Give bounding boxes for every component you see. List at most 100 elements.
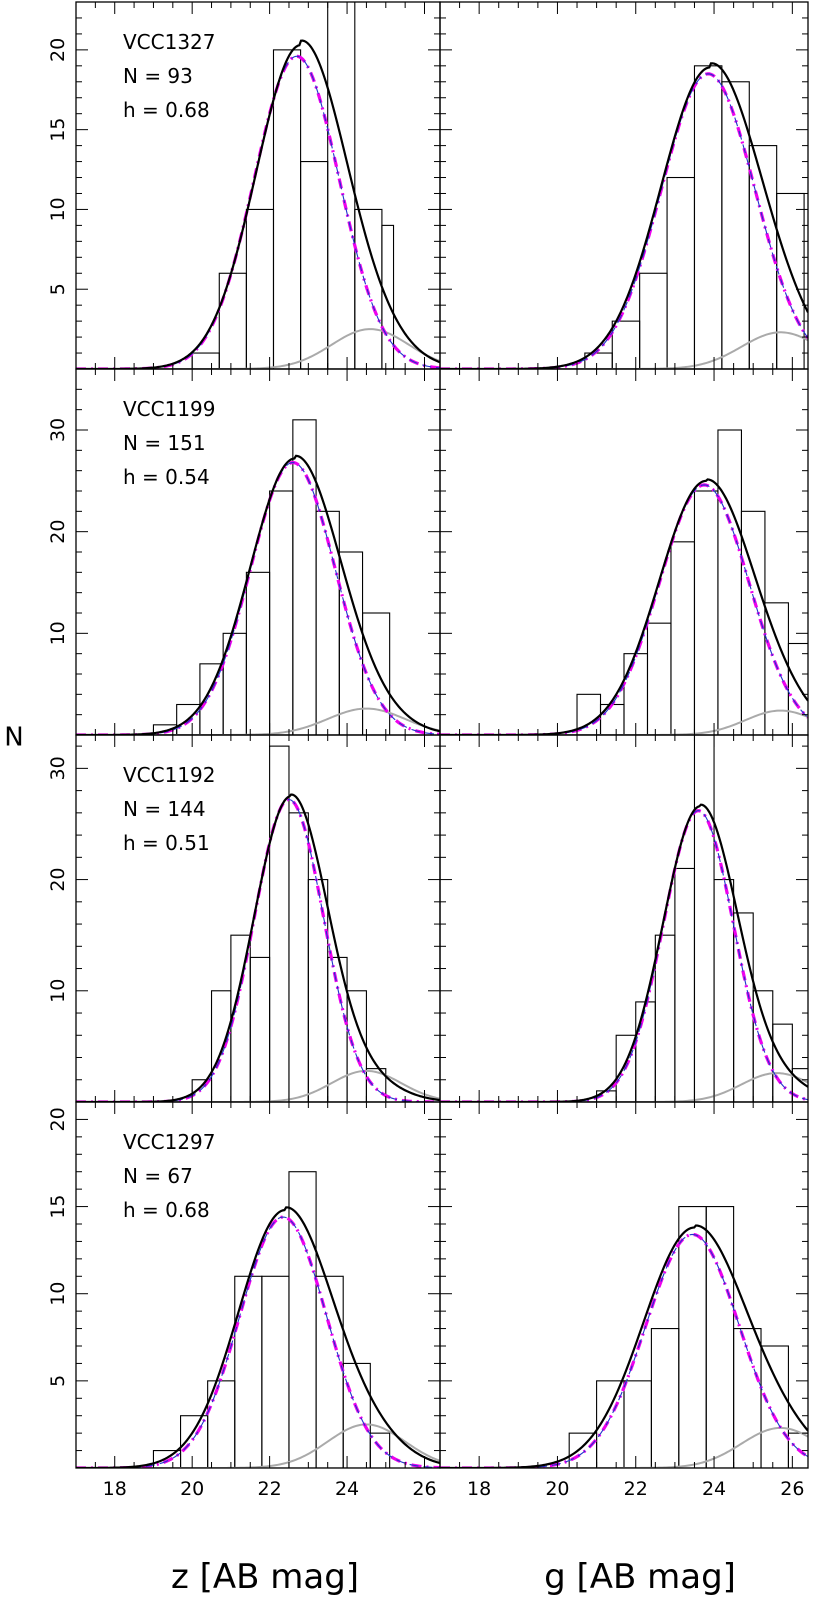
h-label: h = 0.54 (123, 465, 210, 489)
histogram-bar (776, 192, 805, 369)
histogram-bar (693, 735, 715, 1102)
y-tick-label: 10 (47, 1282, 69, 1306)
y-tick-label: 10 (47, 621, 69, 645)
total-fit-curve (440, 803, 808, 1102)
y-tick-label: 30 (47, 756, 69, 780)
n-label: N = 67 (123, 1164, 193, 1188)
y-tick-label: 15 (47, 1194, 69, 1218)
histogram-bar (670, 541, 696, 735)
histogram-bar (693, 65, 723, 369)
histogram-bar (678, 1206, 707, 1468)
x-tick-label: 24 (702, 1478, 726, 1500)
histogram-bar (369, 1432, 391, 1468)
panel-z-2: 10 20 30 VCC1199 N = 151 h = 0.54 (47, 368, 441, 736)
histogram-bar (674, 867, 696, 1102)
total-fit-curve (76, 454, 440, 735)
histogram-bar (249, 956, 271, 1102)
histogram-bar (261, 1275, 290, 1468)
panel-frame (75, 734, 441, 1103)
plot-area (76, 1171, 440, 1468)
plot-area (440, 735, 808, 1102)
y-tick-label: 20 (47, 520, 69, 544)
histogram-bar (245, 571, 271, 735)
histogram-bar (650, 1328, 680, 1468)
histogram-bar (245, 208, 275, 369)
histogram-bar (705, 1206, 735, 1468)
histogram-bar (288, 1171, 317, 1468)
panel-g-4: 18 20 22 24 26 (439, 1101, 809, 1500)
total-fit-curve (76, 1206, 440, 1468)
panel-g-2 (439, 368, 809, 736)
histogram-bar (210, 990, 232, 1102)
panel-g-3 (439, 734, 809, 1103)
histogram-bar (760, 1345, 789, 1468)
histogram-bar (599, 703, 625, 735)
histogram-bar (342, 1362, 371, 1468)
histogram-bar (666, 176, 696, 369)
histogram-bar (292, 419, 317, 735)
plot-area (76, 2, 440, 369)
x-axis-label-left: z [AB mag] (171, 1557, 359, 1597)
panel-g-1 (439, 1, 809, 370)
y-tick-label: 20 (47, 38, 69, 62)
histogram-bar (623, 1380, 652, 1468)
x-tick-label: 22 (624, 1478, 648, 1500)
y-tick-label: 10 (47, 197, 69, 221)
histogram-bar (639, 272, 668, 369)
h-label: h = 0.68 (123, 98, 210, 122)
y-tick-label: 30 (47, 418, 69, 442)
panel-z-3: 10 20 30 VCC1192 N = 144 h = 0.51 (47, 734, 441, 1103)
histogram-bar (623, 653, 649, 735)
fit-curve-blue (76, 461, 440, 735)
n-label: N = 93 (123, 64, 193, 88)
n-label: N = 144 (123, 797, 206, 821)
y-tick-label: 20 (47, 867, 69, 891)
y-tick-label: 10 (47, 979, 69, 1003)
histogram-bar (787, 642, 808, 735)
fit-curve-magenta (76, 460, 440, 735)
panel-frame (75, 1101, 441, 1469)
histogram-bar (362, 612, 391, 735)
fit-curve-magenta (440, 483, 808, 735)
histogram-bar (269, 490, 294, 735)
galaxy-name: VCC1192 (123, 763, 216, 787)
total-fit-curve (440, 62, 808, 369)
histogram-bar (635, 1001, 656, 1102)
panel-z-4: 5 10 15 20 18 20 22 24 26 VCC1297 N = 67 h = 0.68 (47, 1101, 441, 1500)
histogram-bar (568, 1432, 598, 1468)
panel-z-1: 5 10 15 20 VCC1327 N = 93 h = 0.68 (47, 1, 441, 370)
x-tick-label: 26 (412, 1478, 436, 1500)
x-tick-label: 18 (467, 1478, 491, 1500)
h-label: h = 0.68 (123, 1198, 210, 1222)
y-axis-label: N (4, 723, 23, 753)
background-curve (440, 709, 808, 735)
galaxy-name: VCC1297 (123, 1130, 216, 1154)
x-tick-label: 20 (180, 1478, 204, 1500)
fit-curve-blue (440, 810, 808, 1102)
x-tick-label: 20 (545, 1478, 569, 1500)
h-label: h = 0.51 (123, 831, 210, 855)
panel-frame (439, 1101, 809, 1469)
histogram-bar (191, 352, 220, 369)
histogram-bar (272, 49, 302, 369)
y-tick-label: 5 (47, 1375, 69, 1387)
x-axis-label-right: g [AB mag] (544, 1557, 736, 1597)
histogram-bar (338, 551, 364, 735)
plot-area (440, 62, 808, 369)
panel-frame (75, 1, 441, 370)
y-tick-label: 15 (47, 118, 69, 142)
x-tick-label: 24 (335, 1478, 359, 1500)
histogram-bar (307, 879, 329, 1102)
background-curve (76, 1423, 440, 1468)
histogram-bar (381, 224, 395, 369)
x-tick-label: 22 (258, 1478, 282, 1500)
fit-curve-blue (440, 73, 808, 369)
plot-area (440, 1206, 808, 1468)
histogram-bar (346, 990, 367, 1102)
galaxy-name: VCC1199 (123, 397, 216, 421)
histogram-bar (772, 1023, 793, 1102)
plot-area (440, 429, 808, 735)
histogram-bar (646, 622, 672, 735)
x-tick-label: 26 (780, 1478, 804, 1500)
